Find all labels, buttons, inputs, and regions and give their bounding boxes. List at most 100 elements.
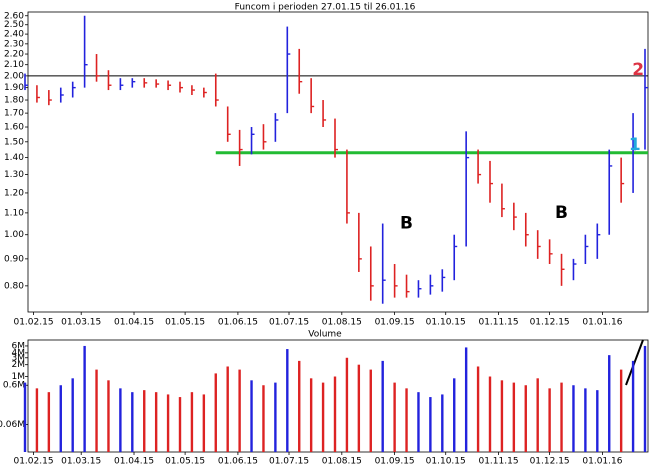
- volume-bar: [321, 382, 325, 452]
- volume-tick-label: 1M: [12, 372, 26, 382]
- x-tick-label: 01.04.15: [114, 318, 154, 328]
- volume-x-tick-label: 01.08.15: [322, 457, 362, 464]
- volume-bar: [202, 394, 206, 452]
- price-frame: [27, 11, 649, 313]
- volume-tick-label: 4M: [12, 348, 26, 358]
- y-tick-label: 1.40: [4, 153, 24, 163]
- volume-title: Volume: [308, 330, 342, 340]
- y-tick-label: 2.60: [4, 11, 24, 21]
- x-tick-label: 01.12.15: [530, 318, 570, 328]
- y-tick-label: 1.80: [4, 96, 24, 106]
- volume-bar: [631, 360, 635, 452]
- volume-tick-label: 0.06M: [0, 420, 25, 430]
- volume-bar: [333, 376, 337, 452]
- volume-bar: [584, 388, 587, 452]
- volume-bar: [166, 394, 170, 452]
- y-tick-label: 2.00: [4, 71, 24, 81]
- volume-x-tick-label: 01.04.15: [114, 457, 154, 464]
- x-tick-label: 01.08.15: [322, 318, 362, 328]
- volume-bar: [548, 388, 551, 452]
- annotation: B: [555, 203, 568, 223]
- y-tick-label: 1.20: [4, 188, 24, 198]
- annotation: 1: [629, 135, 641, 155]
- y-tick-label: 2.10: [4, 60, 24, 70]
- volume-bar: [119, 388, 122, 452]
- volume-bar: [47, 392, 51, 452]
- y-tick-label: 2.30: [4, 39, 24, 49]
- x-tick-label: 01.01.16: [582, 318, 622, 328]
- volume-bar: [536, 378, 539, 452]
- volume-bar: [262, 385, 265, 452]
- volume-bar: [500, 380, 504, 452]
- y-tick-label: 1.30: [4, 170, 24, 180]
- annotation: 2: [632, 60, 644, 80]
- chart-title: Funcom i perioden 27.01.15 til 26.01.16: [235, 3, 416, 13]
- volume-x-tick-label: 01.12.15: [530, 457, 570, 464]
- y-tick-label: 2.50: [4, 20, 24, 30]
- volume-bar: [131, 392, 134, 452]
- volume-bar: [464, 347, 468, 452]
- volume-x-tick-label: 01.11.15: [478, 457, 518, 464]
- volume-bar: [524, 385, 527, 452]
- x-tick-label: 01.06.15: [218, 318, 258, 328]
- volume-tick-label: 0.6M: [3, 381, 25, 391]
- volume-bar: [405, 388, 408, 452]
- volume-tick-label: 3M: [12, 353, 26, 363]
- volume-tick-label: 6M: [12, 341, 26, 351]
- volume-bar: [23, 382, 27, 452]
- x-tick-label: 01.03.15: [61, 318, 101, 328]
- trend-stroke: [625, 339, 644, 386]
- volume-bar: [608, 355, 611, 452]
- volume-frame: [27, 339, 649, 453]
- y-tick-label: 0.80: [4, 281, 24, 291]
- x-tick-label: 01.10.15: [426, 318, 466, 328]
- volume-bar: [560, 382, 563, 452]
- volume-bar: [381, 360, 384, 452]
- y-tick-label: 0.90: [4, 254, 24, 264]
- volume-bar: [369, 369, 372, 452]
- x-tick-label: 01.05.15: [165, 318, 205, 328]
- volume-bar: [309, 378, 313, 452]
- volume-bar: [512, 382, 516, 452]
- volume-x-tick-label: 01.07.15: [269, 457, 309, 464]
- volume-bar: [429, 397, 432, 452]
- volume-bar: [83, 345, 86, 452]
- volume-bar: [238, 369, 241, 452]
- volume-bar: [59, 385, 62, 452]
- volume-bar: [453, 378, 456, 452]
- x-tick-label: 01.07.15: [269, 318, 309, 328]
- volume-x-tick-label: 01.06.15: [218, 457, 258, 464]
- volume-bar: [214, 373, 217, 452]
- volume-bar: [107, 380, 110, 452]
- x-tick-label: 01.02.15: [13, 318, 53, 328]
- volume-x-tick-label: 01.09.15: [375, 457, 415, 464]
- volume-bar: [154, 392, 158, 452]
- y-tick-label: 1.50: [4, 137, 24, 147]
- volume-bar: [286, 349, 289, 452]
- volume-bar: [35, 388, 39, 452]
- volume-x-tick-label: 01.02.15: [13, 457, 53, 464]
- y-tick-label: 1.70: [4, 109, 24, 119]
- volume-bar: [274, 382, 277, 452]
- volume-bar: [226, 366, 229, 452]
- volume-bar: [190, 392, 194, 452]
- volume-bar: [572, 385, 575, 452]
- volume-bar: [250, 380, 253, 452]
- volume-bar: [178, 397, 182, 452]
- volume-tick-label: 2M: [12, 360, 26, 370]
- y-tick-label: 1.10: [4, 208, 24, 218]
- volume-bar: [596, 390, 599, 452]
- volume-bar: [643, 345, 647, 452]
- volume-x-tick-label: 01.03.15: [61, 457, 101, 464]
- y-tick-label: 2.40: [4, 30, 24, 40]
- volume-bar: [393, 382, 396, 452]
- volume-bar: [143, 390, 146, 452]
- volume-bar: [488, 376, 492, 452]
- volume-bar: [619, 369, 623, 452]
- volume-bar: [417, 392, 420, 452]
- y-tick-label: 1.00: [4, 230, 24, 240]
- y-tick-label: 2.20: [4, 50, 24, 60]
- x-tick-label: 01.11.15: [478, 318, 518, 328]
- volume-x-tick-label: 01.01.16: [582, 457, 622, 464]
